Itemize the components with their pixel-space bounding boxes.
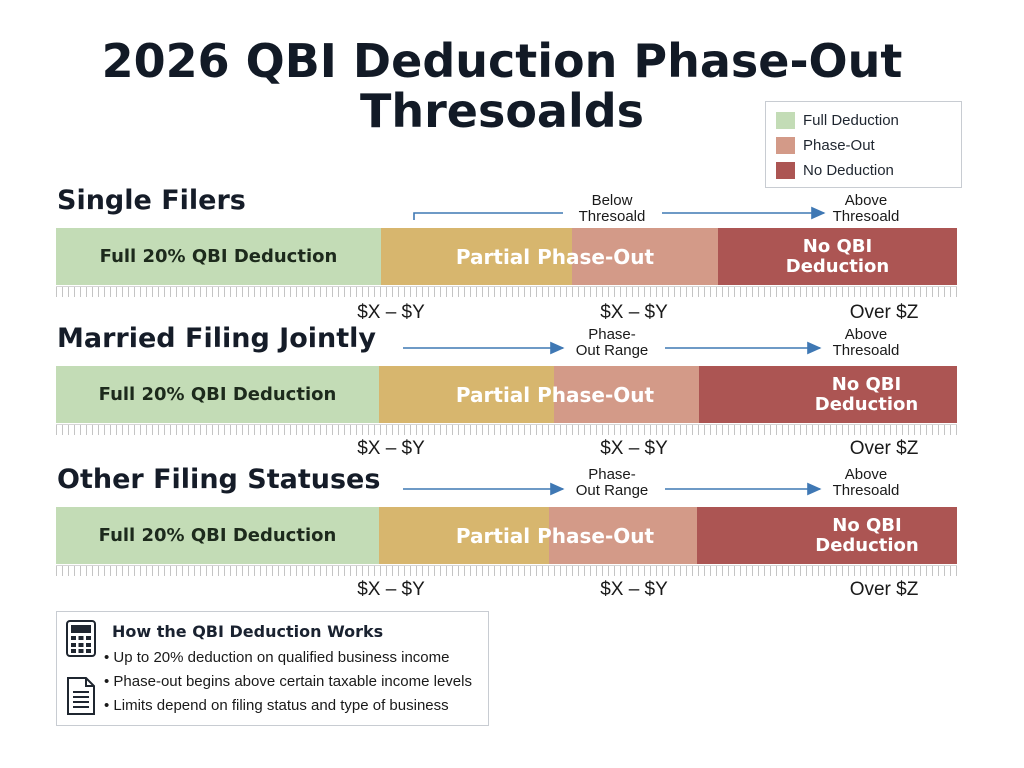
partial-phase-out-label: Partial Phase-Out — [455, 245, 655, 269]
annotation-line-1: Phase- — [588, 466, 636, 483]
annotation-above-threshold: Above Thresoald — [833, 467, 900, 499]
segment-full-label: Full 20% QBI Deduction — [99, 245, 338, 267]
legend-label-full: Full Deduction — [803, 111, 899, 129]
annotation-line-1: Below — [591, 192, 633, 209]
segment-none-label-1: No QBI — [831, 373, 902, 395]
annotation-phase-out-range: Phase- Out Range — [576, 467, 649, 499]
threshold-label-mid: $X – $Y — [600, 438, 668, 459]
calculator-icon — [66, 620, 96, 657]
annotation-line-1: Above — [844, 466, 888, 483]
annotation-line-2: Out Range — [575, 342, 649, 359]
segment-none-label-2: Deduction — [785, 255, 890, 277]
annotation-line-2: Thresoald — [832, 482, 900, 499]
page-title-line-2: Thresoalds — [359, 84, 645, 138]
segment-full-deduction: Full 20% QBI Deduction — [56, 507, 379, 564]
threshold-label-right: Over $Z — [849, 438, 919, 459]
phase-bar-single-filers: Full 20% QBI Deduction No QBI Deduction — [56, 228, 957, 285]
segment-partial-gold — [379, 507, 549, 564]
section-title-single-filers: Single Filers — [57, 185, 246, 216]
tick-scale — [56, 565, 957, 576]
legend: Full Deduction Phase-Out No Deduction — [765, 101, 962, 188]
annotation-line-1: Phase- — [588, 326, 636, 343]
document-icon — [67, 677, 95, 715]
segment-full-deduction: Full 20% QBI Deduction — [56, 366, 379, 423]
segment-none-label-1: No QBI — [802, 235, 873, 257]
segment-none-label-1: No QBI — [832, 514, 902, 536]
threshold-label-left: $X – $Y — [357, 579, 425, 600]
segment-partial-gold — [381, 228, 572, 285]
annotation-line-1: Above — [844, 192, 888, 209]
tick-scale — [56, 286, 957, 297]
threshold-label-mid: $X – $Y — [600, 579, 668, 600]
legend-swatch-phase-out — [776, 136, 795, 154]
annotation-below-threshold: Below Thresoald — [579, 193, 646, 225]
legend-item-phase-out: Phase-Out — [776, 135, 875, 155]
legend-item-full-deduction: Full Deduction — [776, 110, 899, 130]
annotation-line-2: Thresoald — [832, 342, 900, 359]
segment-partial-rose — [554, 366, 699, 423]
page-title-line-1: 2026 QBI Deduction Phase-Out — [101, 34, 903, 88]
threshold-label-right: Over $Z — [849, 302, 919, 323]
segment-partial-rose — [549, 507, 697, 564]
segment-none-label-2: Deduction — [814, 393, 919, 415]
phase-bar-married-filing-jointly: Full 20% QBI Deduction No QBI Deduction — [56, 366, 957, 423]
threshold-label-left: $X – $Y — [357, 302, 425, 323]
segment-partial-gold — [379, 366, 554, 423]
legend-swatch-no-deduction — [776, 161, 795, 179]
phase-bar-other-filing-statuses: Full 20% QBI Deduction No QBI Deduction — [56, 507, 957, 564]
segment-full-deduction: Full 20% QBI Deduction — [56, 228, 381, 285]
section-title-other-filing-statuses: Other Filing Statuses — [57, 464, 381, 495]
legend-label-no-deduction: No Deduction — [803, 161, 894, 179]
segment-none-label-2: Deduction — [815, 534, 919, 556]
info-box: How the QBI Deduction Works • Up to 20% … — [56, 611, 489, 726]
annotation-line-1: Above — [844, 326, 888, 343]
annotation-line-2: Out Range — [575, 482, 649, 499]
segment-full-label: Full 20% QBI Deduction — [98, 383, 337, 405]
info-heading: How the QBI Deduction Works — [112, 622, 384, 641]
legend-swatch-full — [776, 111, 795, 129]
arrow-single-below — [413, 212, 563, 220]
segment-no-deduction: No QBI Deduction — [697, 507, 957, 564]
page-title: 2026 QBI Deduction Phase-Out Thresoalds — [0, 36, 1004, 136]
annotation-line-2: Thresoald — [578, 208, 646, 225]
segment-full-label: Full 20% QBI Deduction — [98, 524, 337, 546]
partial-phase-out-label: Partial Phase-Out — [455, 524, 655, 548]
info-bullet: • Phase-out begins above certain taxable… — [104, 673, 472, 690]
info-bullet: • Limits depend on filing status and typ… — [104, 697, 449, 714]
annotation-above-threshold: Above Thresoald — [833, 327, 900, 359]
segment-partial-rose — [572, 228, 718, 285]
legend-label-phase-out: Phase-Out — [803, 136, 875, 154]
threshold-label-right: Over $Z — [849, 579, 919, 600]
tick-scale — [56, 424, 957, 435]
legend-item-no-deduction: No Deduction — [776, 160, 894, 180]
annotation-phase-out-range: Phase- Out Range — [576, 327, 649, 359]
partial-phase-out-label: Partial Phase-Out — [455, 383, 655, 407]
segment-no-deduction: No QBI Deduction — [718, 228, 957, 285]
threshold-label-mid: $X – $Y — [600, 302, 668, 323]
segment-no-deduction: No QBI Deduction — [699, 366, 957, 423]
info-bullet: • Up to 20% deduction on qualified busin… — [104, 649, 450, 666]
section-title-married-filing-jointly: Married Filing Jointly — [57, 323, 377, 354]
threshold-label-left: $X – $Y — [357, 438, 425, 459]
annotation-line-2: Thresoald — [832, 208, 900, 225]
annotation-above-threshold: Above Thresoald — [833, 193, 900, 225]
